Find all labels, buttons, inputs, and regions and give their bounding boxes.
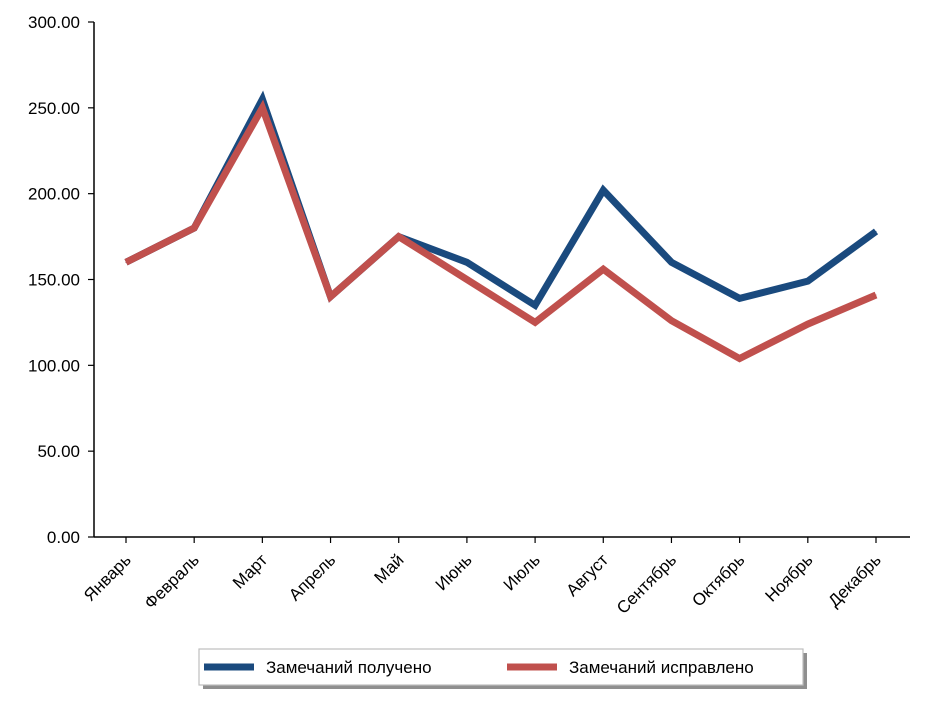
series-line-2 [124, 99, 878, 363]
data-point [330, 296, 332, 298]
x-tick-label: Апрель [285, 550, 339, 604]
y-tick-label: 300.00 [28, 13, 80, 32]
data-point [125, 261, 127, 263]
y-tick-label: 200.00 [28, 185, 80, 204]
data-point [398, 236, 400, 238]
x-tick-label: Июнь [432, 550, 476, 594]
x-tick-label: Ноябрь [761, 550, 816, 605]
series-layer [124, 90, 879, 363]
x-tick-label: Май [371, 550, 408, 587]
data-point [739, 357, 741, 359]
data-point [193, 227, 195, 229]
data-point [602, 189, 604, 191]
data-point [534, 304, 536, 306]
data-point [602, 268, 604, 270]
data-point [534, 321, 536, 323]
x-tick-label: Декабрь [825, 550, 885, 610]
x-tick-label: Сентябрь [613, 550, 680, 617]
y-tick-label: 100.00 [28, 356, 80, 375]
data-point [466, 261, 468, 263]
legend-label-2: Замечаний исправлено [569, 658, 754, 677]
legend: Замечаний получено Замечаний исправлено [198, 648, 807, 689]
x-tick-label: Август [562, 550, 612, 600]
data-point [466, 279, 468, 280]
data-point [875, 230, 877, 232]
data-point [807, 280, 809, 282]
data-point [670, 320, 672, 322]
data-point [807, 323, 809, 325]
data-point [670, 261, 672, 263]
data-point [875, 294, 877, 296]
y-tick-label: 250.00 [28, 99, 80, 118]
y-tick-label: 0.00 [47, 528, 80, 547]
y-tick-label: 50.00 [37, 442, 80, 461]
x-tick-label: Март [229, 550, 271, 592]
series-line-1 [124, 90, 879, 311]
data-point [261, 107, 263, 109]
legend-label-1: Замечаний получено [266, 658, 432, 677]
y-tick-label: 150.00 [28, 271, 80, 290]
x-tick-label: Январь [80, 550, 135, 605]
x-tick-label: Июль [500, 550, 544, 594]
legend-box [198, 648, 804, 686]
x-tick-label: Февраль [141, 550, 203, 612]
data-point [261, 98, 263, 100]
x-tick-label: Октябрь [688, 550, 748, 610]
axes: 0.00 50.00 100.00 150.00 200.00 250.00 300.00 Я… [28, 13, 910, 618]
data-point [739, 297, 741, 299]
